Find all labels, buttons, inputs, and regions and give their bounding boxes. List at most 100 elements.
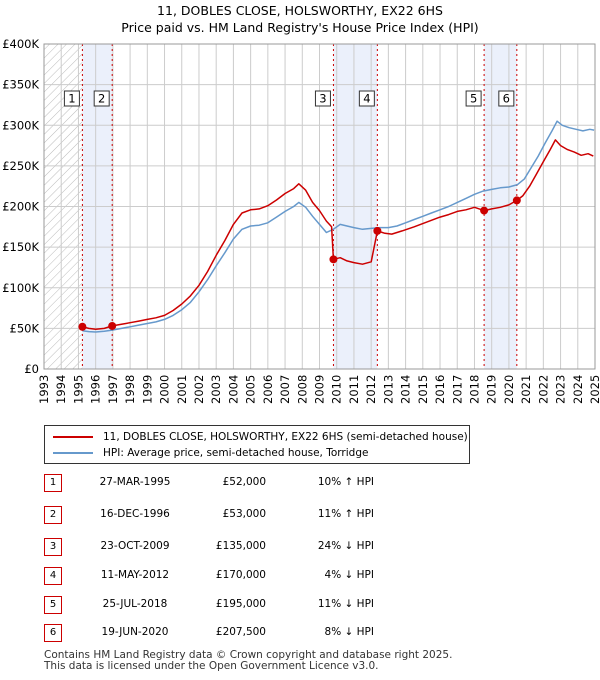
sale-hpi-change: 24% ↓ HPI: [317, 540, 374, 552]
sale-row: 2 16-DEC-1996 £53,000 11% ↑ HPI: [44, 504, 444, 524]
sale-label-number: 1: [68, 92, 75, 106]
x-tick-label: 2021: [519, 375, 533, 404]
x-tick-label: 2002: [192, 375, 206, 404]
x-tick-label: 2020: [502, 375, 516, 404]
sale-row: 5 25-JUL-2018 £195,000 11% ↓ HPI: [44, 594, 444, 614]
x-tick-label: 1999: [140, 375, 154, 404]
sale-number-badge: 6: [44, 624, 62, 642]
x-tick-label: 1993: [37, 375, 51, 404]
legend-item-hpi: HPI: Average price, semi-detached house,…: [53, 445, 368, 461]
sale-price: £52,000: [222, 476, 266, 488]
sale-number-badge: 5: [44, 596, 62, 614]
sale-label-number: 3: [319, 92, 326, 106]
sale-label-box: [465, 90, 482, 107]
sale-point: [329, 255, 338, 264]
hpi-line: [82, 120, 595, 333]
x-tick-label: 2025: [588, 375, 600, 404]
sale-hpi-change: 10% ↑ HPI: [317, 476, 374, 488]
x-tick-label: 1994: [54, 375, 68, 404]
legend-label-property: 11, DOBLES CLOSE, HOLSWORTHY, EX22 6HS (…: [103, 431, 468, 443]
sale-date: 23-OCT-2009: [100, 540, 170, 552]
footer-line-copyright: Contains HM Land Registry data © Crown c…: [44, 649, 453, 661]
sale-date: 27-MAR-1995: [99, 476, 171, 488]
sale-label-box: [498, 90, 515, 107]
sale-row: 4 11-MAY-2012 £170,000 4% ↓ HPI: [44, 565, 444, 585]
sale-label-box: [93, 90, 110, 107]
x-tick-label: 2000: [158, 375, 172, 404]
sale-label-box: [358, 90, 375, 107]
y-tick-label: £250K: [2, 159, 39, 173]
sale-label-box: [314, 90, 331, 107]
sale-price: £170,000: [215, 569, 266, 581]
x-tick-label: 2019: [485, 375, 499, 404]
sale-point: [480, 206, 489, 215]
sale-hpi-change: 4% ↓ HPI: [324, 569, 374, 581]
x-tick-label: 2015: [416, 375, 430, 404]
sale-hpi-change: 11% ↑ HPI: [317, 508, 374, 520]
x-tick-label: 2012: [364, 375, 378, 404]
y-tick-label: £300K: [2, 118, 39, 132]
y-tick-label: £100K: [2, 281, 39, 295]
x-tick-label: 2024: [571, 375, 585, 404]
sale-price: £53,000: [222, 508, 266, 520]
sale-row: 6 19-JUN-2020 £207,500 8% ↓ HPI: [44, 622, 444, 642]
footer-line-licence: This data is licensed under the Open Gov…: [44, 660, 379, 672]
x-tick-label: 2017: [450, 375, 464, 404]
y-tick-label: £0: [24, 362, 39, 376]
x-tick-label: 2007: [278, 375, 292, 404]
sale-number-badge: 1: [44, 474, 62, 492]
x-tick-label: 2003: [209, 375, 223, 404]
chart-subtitle: Price paid vs. HM Land Registry's House …: [121, 20, 479, 35]
legend-item-property: 11, DOBLES CLOSE, HOLSWORTHY, EX22 6HS (…: [53, 429, 468, 445]
x-tick-label: 1995: [71, 375, 85, 404]
legend-label-hpi: HPI: Average price, semi-detached house,…: [103, 447, 369, 459]
plot-frame: [43, 43, 596, 370]
sale-price: £207,500: [215, 626, 266, 638]
x-tick-label: 2006: [261, 375, 275, 404]
x-tick-label: 2023: [554, 375, 568, 404]
legend: 11, DOBLES CLOSE, HOLSWORTHY, EX22 6HS (…: [44, 425, 470, 464]
x-tick-label: 2013: [381, 375, 395, 404]
sale-date: 11-MAY-2012: [100, 569, 170, 581]
sale-number-badge: 3: [44, 538, 62, 556]
sale-date: 19-JUN-2020: [101, 626, 169, 638]
x-tick-label: 1998: [123, 375, 137, 404]
x-tick-label: 2005: [244, 375, 258, 404]
y-tick-label: £400K: [2, 37, 39, 51]
chart-title: 11, DOBLES CLOSE, HOLSWORTHY, EX22 6HS: [157, 3, 443, 18]
x-tick-label: 2008: [295, 375, 309, 404]
sale-price: £195,000: [215, 598, 266, 610]
chart-title-block: 11, DOBLES CLOSE, HOLSWORTHY, EX22 6HS P…: [0, 2, 600, 36]
x-tick-label: 2022: [536, 375, 550, 404]
x-tick-label: 2011: [347, 375, 361, 404]
sale-hpi-change: 11% ↓ HPI: [317, 598, 374, 610]
sale-point: [373, 226, 382, 235]
sale-point: [78, 322, 87, 331]
y-tick-label: £350K: [2, 78, 39, 92]
sale-date: 25-JUL-2018: [102, 598, 168, 610]
sale-hpi-change: 8% ↓ HPI: [324, 626, 374, 638]
legend-swatch-property: [53, 436, 93, 438]
x-tick-label: 2001: [175, 375, 189, 404]
x-tick-label: 2010: [330, 375, 344, 404]
y-tick-label: £150K: [2, 240, 39, 254]
x-tick-label: 2009: [313, 375, 327, 404]
price-chart: 1 2 3 4 5 6 £0 £50K £100K £150K £200K £250K £300K £3…: [2, 37, 600, 404]
sale-number-badge: 2: [44, 506, 62, 524]
x-tick-label: 2004: [226, 375, 240, 404]
sale-number-badge: 4: [44, 567, 62, 585]
sale-label-number: 4: [363, 92, 370, 106]
sale-label-number: 2: [98, 92, 105, 106]
property-price-line: [82, 139, 594, 330]
x-tick-label: 1996: [89, 375, 103, 404]
sale-price: £135,000: [215, 540, 266, 552]
x-tick-label: 1997: [106, 375, 120, 404]
y-tick-label: £200K: [2, 200, 39, 214]
y-tick-label: £50K: [10, 321, 40, 335]
x-tick-label: 2018: [467, 375, 481, 404]
sale-row: 3 23-OCT-2009 £135,000 24% ↓ HPI: [44, 536, 444, 556]
sale-label-box: [63, 90, 80, 107]
footer-attribution: Contains HM Land Registry data © Crown c…: [44, 650, 452, 672]
legend-swatch-hpi: [53, 452, 93, 454]
